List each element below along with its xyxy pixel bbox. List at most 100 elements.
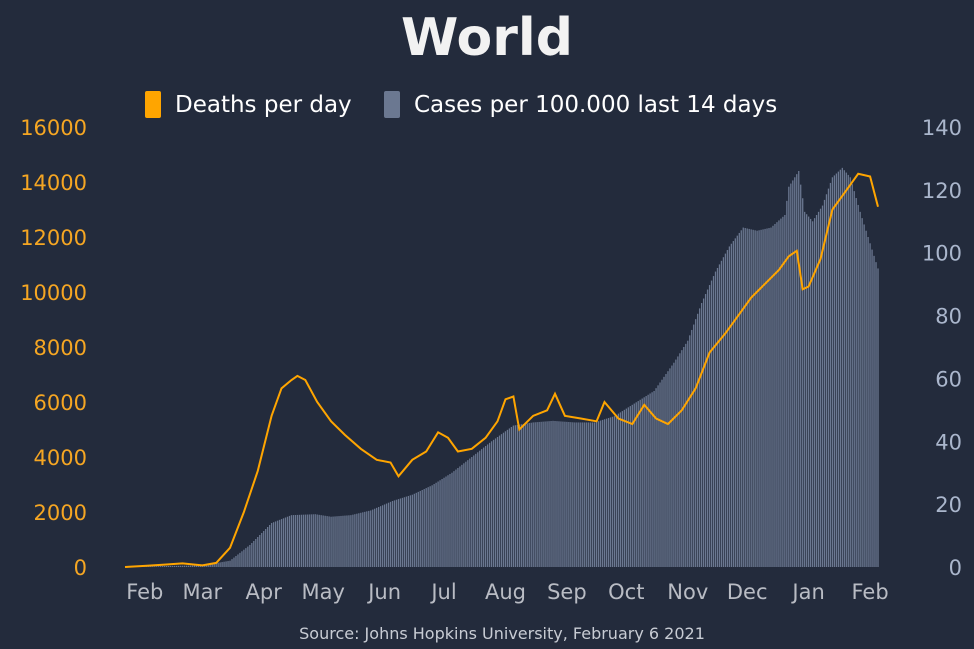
cases-bar bbox=[370, 510, 372, 567]
cases-bar bbox=[800, 184, 802, 567]
cases-bar bbox=[516, 424, 518, 567]
left-tick-label: 16000 bbox=[20, 116, 87, 140]
cases-bar bbox=[865, 230, 867, 567]
cases-bar bbox=[629, 406, 631, 567]
cases-bar bbox=[251, 543, 253, 567]
cases-bar bbox=[332, 516, 334, 567]
cases-bar bbox=[368, 510, 370, 567]
cases-bar bbox=[532, 422, 534, 567]
cases-bar bbox=[603, 419, 606, 567]
cases-bar bbox=[421, 490, 423, 567]
left-tick-label: 8000 bbox=[34, 336, 87, 360]
cases-bar bbox=[241, 551, 243, 567]
cases-bar bbox=[223, 561, 225, 567]
cases-bar bbox=[356, 513, 358, 567]
cases-bar bbox=[592, 422, 594, 567]
right-tick-label: 40 bbox=[935, 430, 962, 454]
cases-bar bbox=[849, 177, 851, 568]
x-tick-label: Feb bbox=[126, 580, 163, 604]
cases-bar bbox=[593, 422, 596, 567]
cases-bar bbox=[536, 422, 538, 567]
cases-bar bbox=[473, 455, 475, 567]
cases-bar bbox=[300, 514, 303, 567]
cases-bar bbox=[374, 508, 376, 567]
cases-bar bbox=[637, 401, 639, 567]
cases-bar bbox=[605, 418, 608, 567]
cases-bar bbox=[292, 515, 295, 567]
cases-bar bbox=[263, 531, 265, 567]
x-tick-label: Mar bbox=[182, 580, 222, 604]
cases-bar bbox=[599, 420, 602, 567]
cases-bar bbox=[318, 514, 320, 567]
cases-bar bbox=[528, 423, 530, 567]
cases-bar bbox=[863, 224, 865, 567]
cases-bar bbox=[401, 497, 404, 567]
right-tick-label: 60 bbox=[935, 367, 962, 391]
cases-bar bbox=[704, 294, 707, 567]
cases-bar bbox=[792, 180, 794, 567]
cases-bar bbox=[558, 421, 560, 567]
cases-bar bbox=[233, 557, 235, 567]
cases-bar bbox=[522, 424, 524, 567]
legend-deaths-swatch bbox=[145, 91, 161, 118]
x-tick-label: Dec bbox=[727, 580, 768, 604]
cases-bar bbox=[358, 513, 360, 567]
cases-bar bbox=[659, 382, 661, 567]
x-tick-label: Apr bbox=[246, 580, 283, 604]
cases-bar bbox=[197, 565, 199, 567]
cases-bar bbox=[677, 356, 679, 567]
cases-bar bbox=[752, 229, 754, 567]
cases-bar bbox=[784, 215, 786, 567]
cases-bar bbox=[288, 515, 291, 567]
left-tick-label: 0 bbox=[74, 556, 87, 580]
cases-bar bbox=[540, 421, 542, 567]
cases-bar bbox=[282, 518, 285, 567]
cases-bar bbox=[219, 562, 221, 567]
cases-bar bbox=[639, 399, 641, 567]
cases-bar bbox=[399, 498, 402, 567]
cases-bar bbox=[843, 170, 845, 567]
cases-bar bbox=[181, 565, 184, 567]
cases-bar bbox=[514, 425, 517, 567]
cases-bar bbox=[163, 566, 166, 567]
cases-bar bbox=[500, 434, 503, 567]
cases-bar bbox=[837, 171, 840, 567]
cases-bar bbox=[851, 184, 853, 567]
cases-bar bbox=[342, 515, 344, 567]
cases-bar bbox=[397, 499, 400, 567]
cases-bar bbox=[423, 489, 425, 567]
cases-bar bbox=[372, 509, 374, 567]
cases-bar bbox=[191, 565, 194, 567]
cases-bar bbox=[274, 521, 277, 567]
cases-bar bbox=[740, 230, 742, 567]
cases-bar bbox=[403, 497, 406, 567]
cases-bar bbox=[627, 407, 629, 567]
cases-bar bbox=[231, 559, 233, 567]
cases-bar bbox=[734, 238, 736, 567]
cases-bar bbox=[588, 422, 590, 567]
cases-bar bbox=[829, 182, 832, 567]
right-tick-label: 100 bbox=[922, 242, 962, 266]
cases-bar bbox=[255, 539, 257, 567]
cases-bar bbox=[235, 556, 237, 567]
cases-bar bbox=[695, 319, 697, 567]
cases-bar bbox=[853, 191, 855, 568]
cases-bar bbox=[336, 516, 338, 567]
legend-cases-label: Cases per 100.000 last 14 days bbox=[414, 92, 777, 118]
cases-bar bbox=[550, 421, 552, 567]
cases-bar bbox=[477, 452, 479, 567]
cases-bar bbox=[510, 427, 513, 567]
cases-bar bbox=[675, 359, 677, 567]
cases-bar bbox=[552, 420, 554, 567]
cases-bar bbox=[165, 565, 168, 567]
cases-bar bbox=[758, 230, 760, 567]
cases-bar bbox=[229, 560, 231, 567]
cases-bar bbox=[243, 549, 245, 567]
cases-bar bbox=[506, 429, 509, 567]
cases-bar bbox=[389, 501, 392, 567]
cases-bar bbox=[796, 174, 798, 567]
cases-bar bbox=[267, 527, 269, 567]
cases-bar bbox=[498, 435, 501, 567]
cases-bar bbox=[152, 566, 154, 567]
cases-bar bbox=[290, 515, 293, 567]
